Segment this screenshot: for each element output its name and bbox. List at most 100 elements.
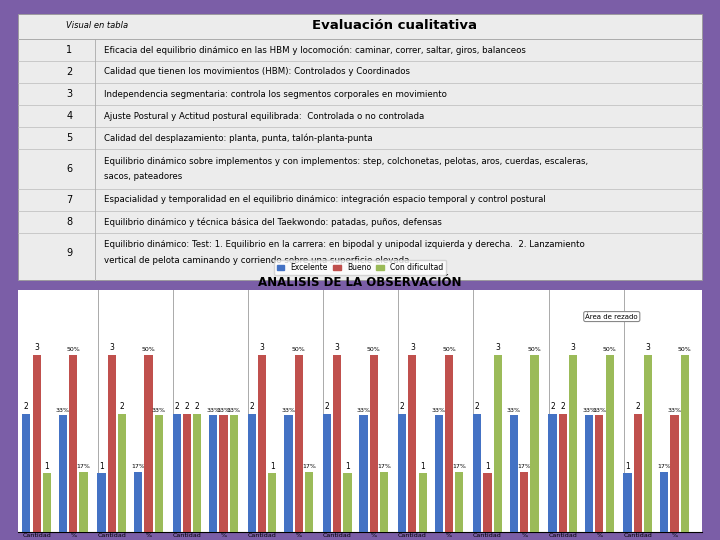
Text: 50%: 50% [528,347,541,353]
Text: Espacialidad y temporalidad en el equilibrio dinámico: integración espacio tempo: Espacialidad y temporalidad en el equili… [104,195,545,205]
Bar [418,473,427,532]
Text: 50%: 50% [442,347,456,353]
Bar [284,415,292,532]
Bar [97,473,106,532]
Text: 2: 2 [174,402,179,411]
Text: 2: 2 [66,67,73,77]
Text: 3: 3 [495,343,500,353]
Text: 17%: 17% [517,464,531,469]
Bar [134,472,143,532]
Bar [549,414,557,532]
Bar [183,414,191,532]
Bar [155,415,163,532]
Text: 2: 2 [184,402,189,411]
Bar [42,473,51,532]
Bar [323,414,331,532]
Text: 2: 2 [325,402,329,411]
Bar [680,355,689,532]
Text: 4: 4 [66,111,73,121]
Bar [510,415,518,532]
Bar [305,472,313,532]
Text: 2: 2 [475,402,480,411]
Bar [520,472,528,532]
Legend: Excelente, Bueno, Con dificultad: Excelente, Bueno, Con dificultad [274,260,446,275]
Bar [670,415,679,532]
Text: Eficacia del equilibrio dinámico en las HBM y locomoción: caminar, correr, salta: Eficacia del equilibrio dinámico en las … [104,45,526,55]
Bar [494,355,502,532]
Bar [343,473,351,532]
Text: 1: 1 [270,462,275,470]
Bar [660,472,668,532]
Bar [59,415,67,532]
Text: 50%: 50% [678,347,692,353]
Bar [193,414,202,532]
Text: 2: 2 [120,402,125,411]
Text: 50%: 50% [367,347,381,353]
Text: Calidad que tienen los movimientos (HBM): Controlados y Coordinados: Calidad que tienen los movimientos (HBM)… [104,68,410,77]
Bar [269,473,276,532]
Text: Visual en tabla: Visual en tabla [66,21,128,30]
Text: 3: 3 [335,343,340,353]
Text: 1: 1 [66,45,73,55]
Text: 33%: 33% [207,408,220,413]
Text: Equilibrio dinámico: Test: 1. Equilibrio en la carrera: en bipodal y unipodal iz: Equilibrio dinámico: Test: 1. Equilibrio… [104,240,584,249]
Text: 33%: 33% [507,408,521,413]
Bar [435,415,443,532]
Text: 17%: 17% [657,464,671,469]
Text: 1: 1 [99,462,104,470]
Text: 33%: 33% [582,408,596,413]
Bar [644,355,652,532]
Text: 2: 2 [400,402,405,411]
Text: 33%: 33% [667,408,682,413]
Bar [445,355,453,532]
Text: 50%: 50% [66,347,80,353]
Text: Evaluación cualitativa: Evaluación cualitativa [312,19,477,32]
Text: 50%: 50% [603,347,616,353]
Text: 2: 2 [195,402,199,411]
Bar [408,355,416,532]
Text: Equilibrio dinámico y técnica básica del Taekwondo: patadas, puños, defensas: Equilibrio dinámico y técnica básica del… [104,217,441,227]
Text: 17%: 17% [377,464,391,469]
Text: Ajuste Postural y Actitud postural equilibrada:  Controlada o no controlada: Ajuste Postural y Actitud postural equil… [104,112,424,120]
Bar [118,414,126,532]
Text: 3: 3 [260,343,264,353]
Text: 1: 1 [420,462,425,470]
Text: 3: 3 [646,343,651,353]
Text: 3: 3 [570,343,575,353]
Text: 33%: 33% [282,408,295,413]
Bar [108,355,116,532]
Text: 6: 6 [66,164,73,174]
Title: ANALISIS DE LA OBSERVACIÓN: ANALISIS DE LA OBSERVACIÓN [258,276,462,289]
Bar [606,355,613,532]
Text: 3: 3 [109,343,114,353]
Text: 1: 1 [625,462,630,470]
Text: 33%: 33% [593,408,606,413]
Text: 33%: 33% [432,408,446,413]
Text: vertical de pelota caminando y corriendo sobre una superficie elevada.: vertical de pelota caminando y corriendo… [104,256,412,265]
Text: 17%: 17% [302,464,316,469]
Bar [32,355,41,532]
Bar [248,414,256,532]
Bar [144,355,153,532]
Text: 33%: 33% [56,408,70,413]
Bar [333,355,341,532]
Text: 9: 9 [66,247,73,258]
Bar [531,355,539,532]
Bar [585,415,593,532]
Bar [210,415,217,532]
Text: 17%: 17% [131,464,145,469]
Text: 50%: 50% [142,347,156,353]
Text: 5: 5 [66,133,73,143]
Text: Equilibrio dinámico sobre implementos y con implementos: step, colchonetas, pelo: Equilibrio dinámico sobre implementos y … [104,157,588,166]
Text: Calidad del desplazamiento: planta, punta, talón-planta-punta: Calidad del desplazamiento: planta, punt… [104,133,372,143]
Bar [359,415,368,532]
Text: 1: 1 [485,462,490,470]
Bar [79,472,88,532]
Bar [624,473,631,532]
Bar [220,415,228,532]
Bar [559,414,567,532]
Text: 33%: 33% [217,408,230,413]
Text: 33%: 33% [152,408,166,413]
Text: 2: 2 [249,402,254,411]
Bar [370,355,378,532]
